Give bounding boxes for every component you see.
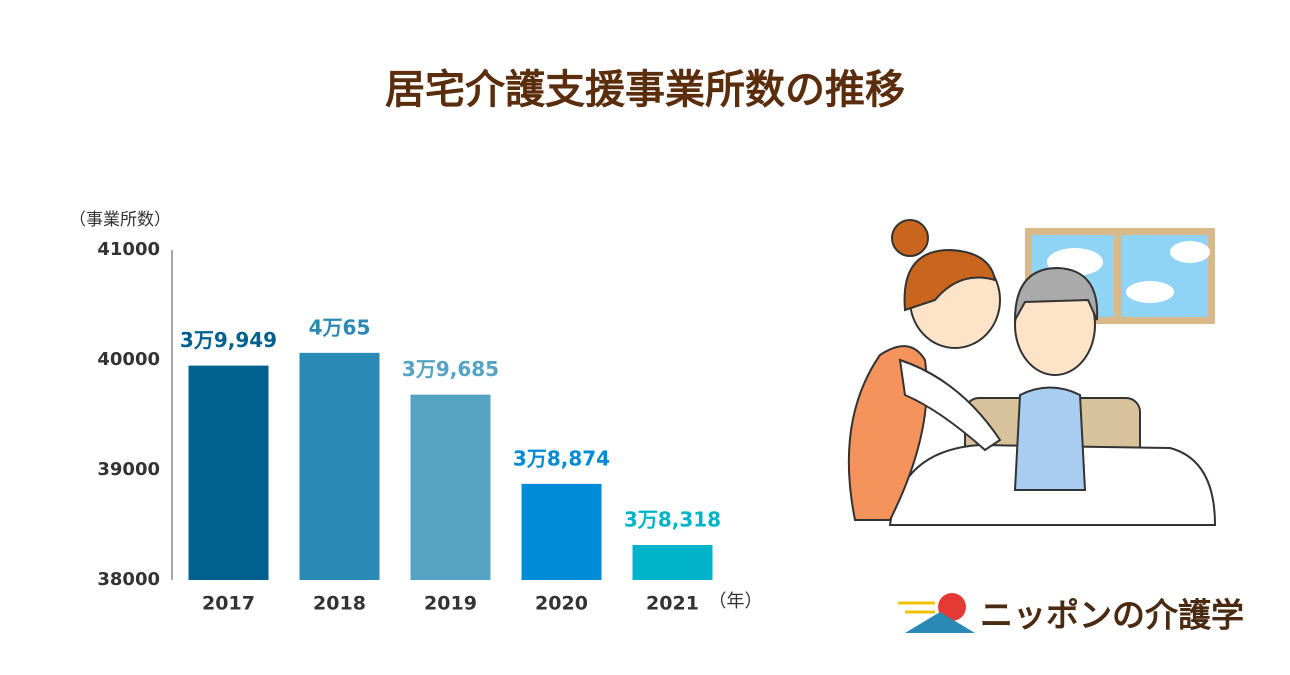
logo-sun (938, 593, 966, 621)
value-label: 4万65 (309, 315, 371, 339)
brand-text: ニッポンの介護学 (980, 596, 1244, 635)
value-label: 3万8,874 (513, 446, 610, 470)
caregiver-arm (898, 358, 1002, 452)
cloud (1126, 281, 1174, 303)
value-label: 3万8,318 (624, 508, 721, 532)
bar (632, 545, 713, 580)
caregiver-bun (891, 219, 929, 257)
x-tick-label: 2019 (424, 593, 477, 615)
y-tick-label: 41000 (97, 239, 160, 260)
cloud (1170, 241, 1210, 263)
bar (410, 394, 491, 580)
y-tick-label: 40000 (97, 349, 160, 370)
x-axis-label: （年） (709, 591, 763, 612)
y-tick-label: 38000 (97, 569, 160, 590)
illustration (847, 219, 1217, 526)
bar (299, 352, 380, 580)
value-label: 3万9,949 (180, 328, 277, 352)
x-tick-label: 2018 (313, 593, 366, 615)
y-axis-label: （事業所数） (69, 210, 171, 230)
x-tick-label: 2020 (535, 593, 588, 615)
bar (521, 483, 602, 580)
x-tick-label: 2017 (202, 593, 255, 615)
chart-title: 居宅介護支援事業所数の推移 (385, 67, 905, 113)
y-tick-label: 39000 (97, 459, 160, 480)
caregiver-hair (903, 248, 997, 312)
bar (188, 365, 269, 580)
value-label: 3万9,685 (402, 357, 499, 381)
x-tick-label: 2021 (646, 593, 699, 615)
patient-hair (1013, 266, 1099, 324)
logo-mountain (905, 612, 975, 633)
patient-body (1013, 386, 1087, 491)
logo-mark (898, 593, 975, 633)
